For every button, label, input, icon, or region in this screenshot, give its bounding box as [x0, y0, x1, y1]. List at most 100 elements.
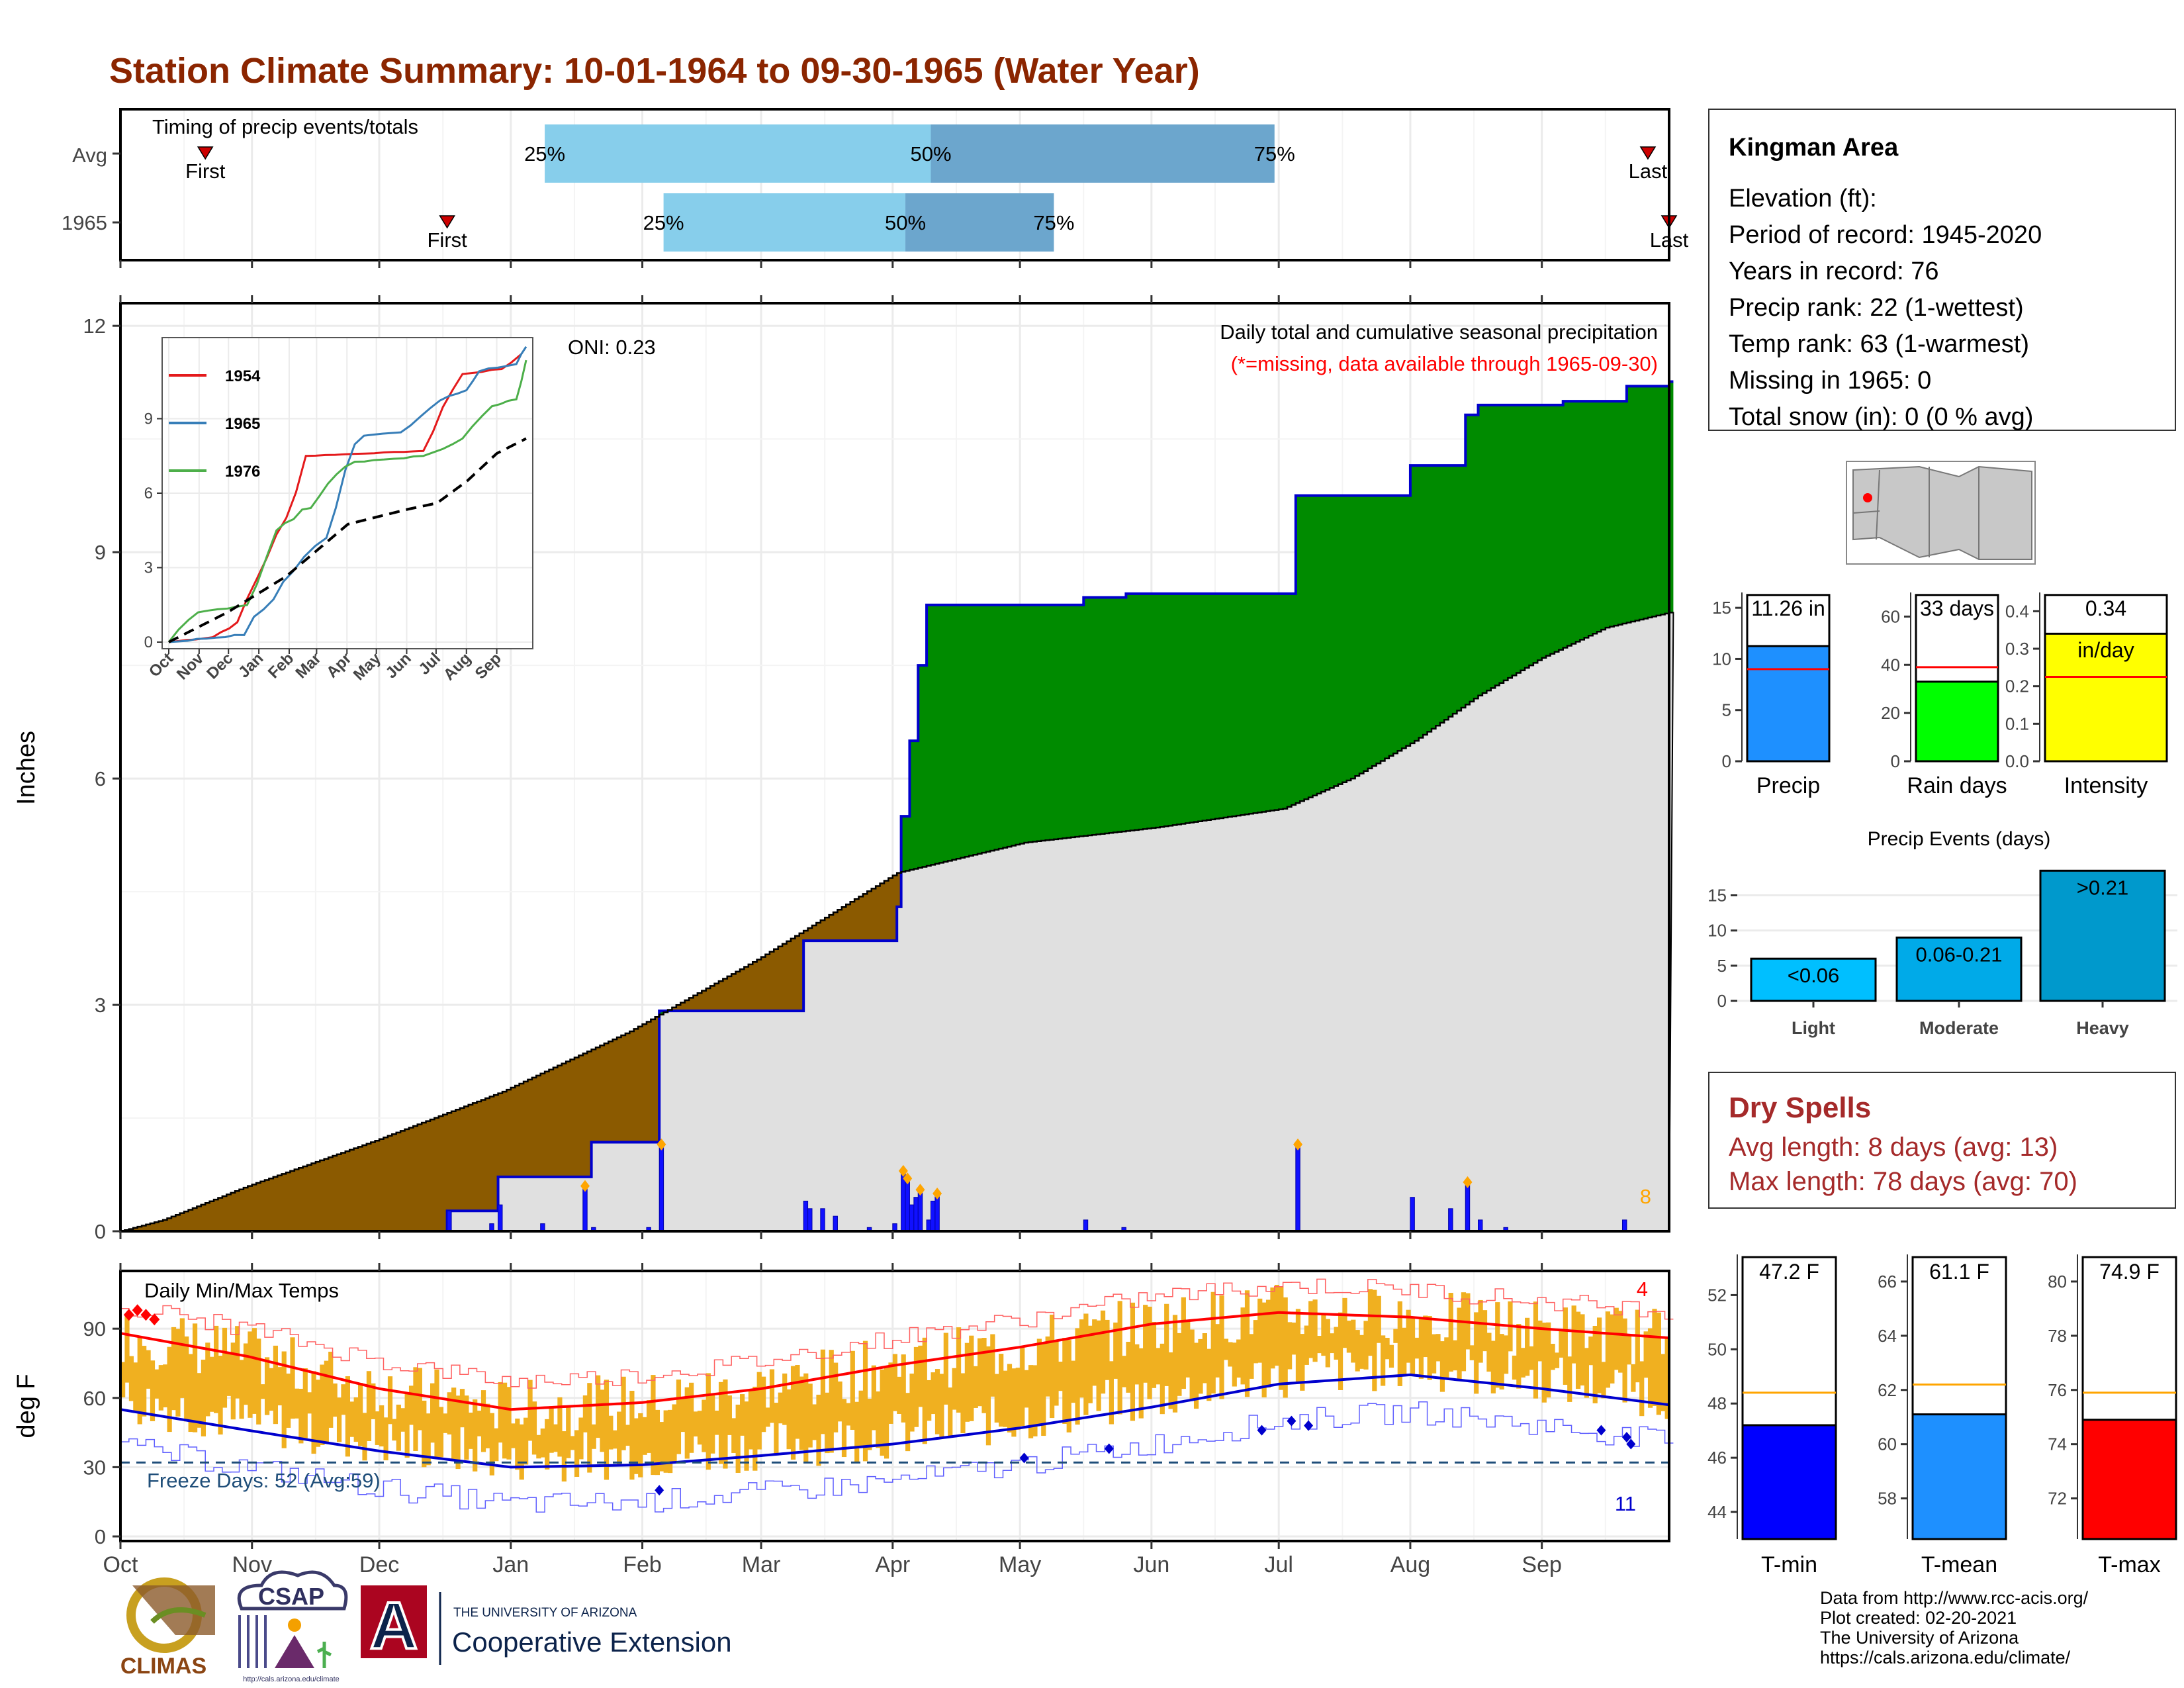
daily-precip-bars — [447, 1138, 1627, 1232]
daily-temp-bar — [248, 1331, 253, 1418]
daily-temp-bar — [1316, 1336, 1322, 1354]
daily-temp-bar — [1372, 1289, 1377, 1391]
daily-temp-bar — [205, 1342, 210, 1417]
daily-temp-bar — [1444, 1337, 1449, 1380]
daily-temp-bar — [1363, 1321, 1369, 1370]
daily-temp-bar — [1054, 1340, 1059, 1406]
footer-line-1: Data from http://www.rcc-acis.org/ — [1820, 1588, 2089, 1608]
daily-temp-bar — [447, 1392, 452, 1434]
daily-temp-bar — [880, 1369, 885, 1456]
daily-temp-bar — [1661, 1354, 1666, 1411]
events-bar-value-label: <0.06 — [1788, 964, 1839, 987]
daily-temp-bar — [702, 1399, 707, 1452]
daily-temp-bar — [1435, 1334, 1441, 1362]
events-y-tick-label: 0 — [1717, 991, 1727, 1011]
daily-temp-bar — [1656, 1312, 1661, 1415]
daily-temp-bar — [1490, 1340, 1496, 1393]
heavy-precip-marker — [1293, 1138, 1303, 1150]
daily-temp-bar — [867, 1398, 872, 1450]
daily-temp-bar — [311, 1371, 316, 1454]
month-label: Mar — [742, 1552, 781, 1577]
daily-precip-bar — [582, 1186, 588, 1232]
daily-temp-bar — [748, 1390, 754, 1450]
daily-temp-bar — [1546, 1322, 1551, 1398]
daily-precip-bar — [913, 1197, 919, 1232]
precip-y-tick-label: 12 — [83, 314, 106, 338]
daily-temp-bar — [1584, 1348, 1589, 1398]
daily-temp-bar — [1304, 1325, 1309, 1365]
daily-temp-bar — [184, 1336, 189, 1422]
daily-temp-bar — [1193, 1342, 1199, 1409]
daily-temp-bar — [651, 1375, 656, 1476]
daily-temp-bar — [994, 1374, 999, 1423]
mini-bar-y-tick-label: 0.3 — [2005, 639, 2029, 659]
daily-temp-bar — [324, 1360, 329, 1442]
mini-bar-value — [1746, 645, 1831, 763]
daily-temp-bar — [948, 1387, 953, 1436]
daily-temp-bar — [1244, 1290, 1250, 1397]
daily-temp-bar — [1219, 1295, 1224, 1399]
daily-temp-bar — [1232, 1342, 1237, 1387]
events-category-label: Heavy — [2076, 1018, 2129, 1038]
daily-temp-bar — [927, 1380, 932, 1421]
footer-line-3: The University of Arizona — [1820, 1628, 2019, 1648]
daily-temp-bar — [1300, 1334, 1305, 1391]
daily-temp-bar — [633, 1418, 639, 1474]
daily-temp-bar — [1202, 1333, 1208, 1383]
daily-temp-bar — [1206, 1348, 1212, 1401]
daily-temp-bar — [1385, 1337, 1390, 1360]
daily-temp-bar — [192, 1323, 198, 1432]
daily-temp-bar — [218, 1356, 223, 1435]
daily-temp-bar — [710, 1395, 715, 1454]
climas-logo-text: CLIMAS — [120, 1654, 206, 1679]
daily-temp-bar — [1541, 1323, 1547, 1403]
footer-line-2: Plot created: 02-20-2021 — [1820, 1608, 2017, 1628]
daily-temp-bar — [973, 1366, 978, 1408]
daily-temp-bar — [811, 1404, 817, 1440]
csap-cactus-icon — [316, 1642, 332, 1668]
dry-spells-title: Dry Spells — [1729, 1092, 1871, 1124]
ua-logo-block — [361, 1585, 427, 1658]
daily-temp-bar — [782, 1373, 788, 1425]
daily-temp-bar — [939, 1374, 944, 1438]
mini-bar-value-label: 11.26 in — [1751, 596, 1825, 620]
daily-temp-bar — [1588, 1336, 1594, 1366]
daily-temp-bar — [498, 1382, 503, 1443]
daily-temp-bar — [455, 1395, 461, 1470]
inset-legend-label: 1965 — [225, 415, 260, 433]
oni-label: ONI: 0.23 — [568, 336, 656, 359]
daily-temp-bar — [345, 1376, 350, 1457]
daily-temp-bar — [816, 1394, 821, 1466]
daily-temp-bar — [214, 1325, 219, 1413]
footer-line-4: https://cals.arizona.edu/climate/ — [1820, 1648, 2071, 1667]
daily-temp-bar — [1643, 1331, 1649, 1378]
map-state-borders — [1852, 467, 1979, 559]
daily-temp-bar — [302, 1368, 308, 1438]
temp-summary-y-tick-label: 72 — [2048, 1489, 2067, 1509]
events-category-label: Moderate — [1919, 1018, 1999, 1038]
daily-temp-bar — [943, 1333, 948, 1405]
daily-precip-bar — [833, 1215, 838, 1232]
daily-temp-bar — [829, 1350, 834, 1453]
mini-bar-y-tick-label: 0.0 — [2005, 751, 2029, 771]
daily-temp-bar — [464, 1395, 469, 1460]
daily-temp-bar — [1482, 1310, 1488, 1352]
mini-bar-y-tick-label: 15 — [1712, 598, 1731, 618]
temp-summary-y-tick-label: 46 — [1707, 1448, 1727, 1468]
daily-temp-bar — [999, 1354, 1004, 1427]
daily-temp-bar — [188, 1354, 193, 1432]
record-low-marker — [1104, 1443, 1114, 1454]
daily-temp-bar — [1495, 1302, 1500, 1388]
daily-temp-bar — [1330, 1333, 1335, 1354]
daily-temp-bar — [549, 1406, 554, 1453]
mini-bar-y-tick-label: 40 — [1881, 655, 1900, 675]
daily-temp-bar — [744, 1401, 749, 1471]
daily-temp-bar — [1130, 1302, 1136, 1421]
daily-temp-bar — [315, 1380, 321, 1447]
csap-mountain-icon — [275, 1635, 314, 1668]
inset-series-line-1976 — [167, 359, 527, 643]
daily-temp-bar — [778, 1392, 783, 1424]
daily-temp-bar — [222, 1327, 228, 1408]
